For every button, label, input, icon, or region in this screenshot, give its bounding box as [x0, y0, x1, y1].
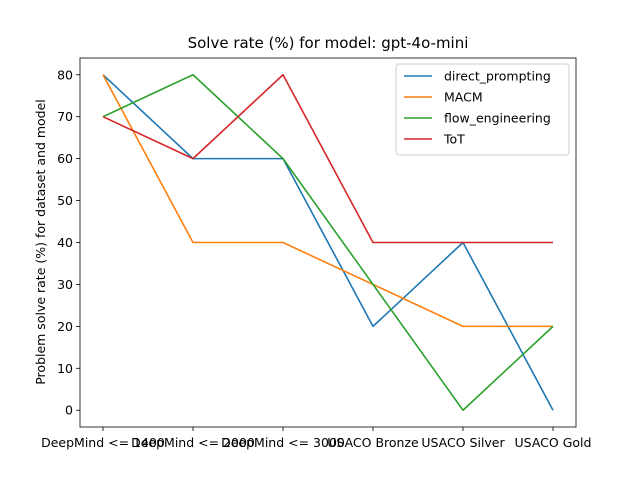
y-tick-label: 30 — [57, 277, 73, 292]
x-tick-label: USACO Silver — [421, 435, 505, 450]
y-tick-label: 60 — [57, 151, 73, 166]
x-tick-label: USACO Bronze — [327, 435, 419, 450]
legend-label: flow_engineering — [444, 111, 551, 126]
series-line-direct_prompting — [102, 74, 554, 411]
y-tick-label: 70 — [57, 109, 73, 124]
x-tick-label: DeepMind <= 1400 — [41, 435, 165, 450]
legend-box — [395, 63, 570, 156]
y-tick-label: 0 — [65, 403, 73, 418]
y-tick-label: 20 — [57, 319, 73, 334]
x-tick-label: DeepMind <= 2000 — [131, 435, 255, 450]
legend: direct_prompting MACM flow_engineering ToT — [395, 63, 570, 156]
series-line-flow_engineering — [102, 73, 554, 412]
y-tick-label: 80 — [57, 67, 73, 82]
series-line-MACM — [102, 74, 553, 328]
x-tick-label: USACO Gold — [515, 435, 592, 450]
y-tick-label: 50 — [57, 193, 73, 208]
y-axis-label: Problem solve rate (%) for dataset and m… — [33, 99, 48, 385]
y-tick-label: 40 — [57, 235, 73, 250]
series-line-ToT — [102, 73, 553, 244]
y-tick-label: 10 — [57, 361, 73, 376]
legend-label: MACM — [444, 90, 483, 105]
x-tick-label: DeepMind <= 3000 — [221, 435, 345, 450]
legend-label: direct_prompting — [444, 69, 551, 84]
chart-title: Solve rate (%) for model: gpt-4o-mini — [188, 34, 469, 52]
legend-label: ToT — [443, 132, 465, 147]
